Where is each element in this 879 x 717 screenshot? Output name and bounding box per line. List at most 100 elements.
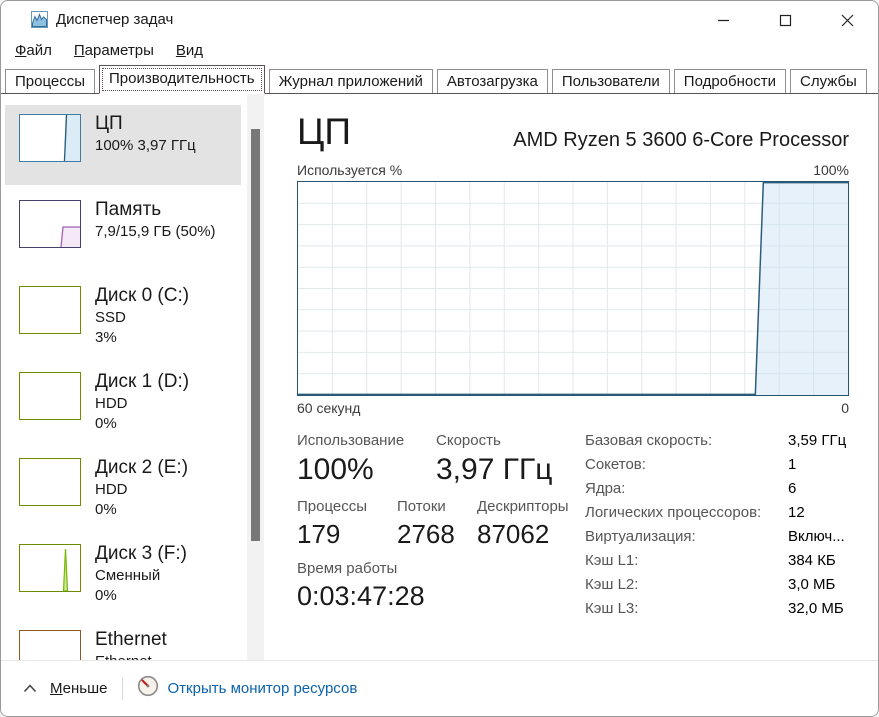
title-bar: Диспетчер задач (1, 1, 878, 39)
graph-y-max-label: 100% (813, 162, 849, 178)
graph-x-right-label: 0 (841, 400, 849, 416)
processes-label: Процессы (297, 498, 368, 515)
sidebar-scrollbar-thumb[interactable] (251, 129, 260, 541)
detail-label: Сокетов: (585, 456, 646, 473)
tab-startup[interactable]: Автозагрузка (436, 69, 548, 94)
sidebar-item-title: Диск 1 (D:) (95, 371, 190, 392)
tab-users[interactable]: Пользователи (551, 69, 670, 94)
detail-row: Сокетов: 1 (585, 456, 853, 474)
sidebar-item-info: SSD (95, 309, 126, 326)
tab-services[interactable]: Службы (789, 69, 867, 94)
detail-value: 12 (788, 504, 805, 521)
sidebar-item-info2: 0% (95, 501, 117, 518)
disk-mini-graph-icon (19, 372, 81, 420)
sidebar-item-disk3[interactable]: Диск 3 (F:) Сменный 0% (5, 535, 241, 615)
menu-view-rest: ид (185, 42, 204, 59)
sidebar-item-info2: 3% (95, 329, 117, 346)
uptime-value: 0:03:47:28 (297, 581, 425, 611)
cpu-mini-graph-icon (19, 114, 81, 162)
detail-value: 3,59 ГГц (788, 432, 847, 449)
fewer-details-button[interactable]: Меньше (50, 680, 108, 697)
sidebar-item-info: HDD (95, 395, 128, 412)
window-controls (692, 1, 878, 39)
maximize-button[interactable] (754, 1, 816, 39)
panel-title: ЦП (297, 111, 351, 152)
cpu-stats: Использование 100% Скорость 3,97 ГГц Про… (297, 431, 585, 624)
tab-app-history[interactable]: Журнал приложений (268, 69, 433, 94)
detail-row: Кэш L2: 3,0 МБ (585, 576, 853, 594)
detail-value: 32,0 МБ (788, 600, 844, 617)
sidebar-item-info2: 0% (95, 587, 117, 604)
menu-file-accel: Ф (15, 42, 27, 59)
detail-value: 6 (788, 480, 797, 497)
menu-view[interactable]: Вид (165, 39, 214, 65)
detail-value: 1 (788, 456, 797, 473)
detail-label: Виртуализация: (585, 528, 696, 545)
sidebar-scrollbar[interactable] (247, 94, 264, 661)
detail-value: 384 КБ (788, 552, 836, 569)
sidebar-item-disk2[interactable]: Диск 2 (E:) HDD 0% (5, 449, 241, 529)
detail-row: Кэш L1: 384 КБ (585, 552, 853, 570)
tab-performance[interactable]: Производительность (99, 65, 265, 94)
threads-value: 2768 (397, 519, 455, 549)
cpu-details: Базовая скорость: 3,59 ГГц Сокетов: 1 Ядра… (585, 431, 853, 624)
threads-label: Потоки (397, 498, 446, 515)
menu-options-rest: араметры (84, 42, 154, 59)
window-title: Диспетчер задач (56, 11, 174, 28)
close-button[interactable] (816, 1, 878, 39)
sidebar-item-info2: 0% (95, 415, 117, 432)
tab-bar: Процессы Производительность Журнал прило… (1, 65, 878, 94)
detail-row: Базовая скорость: 3,59 ГГц (585, 432, 853, 450)
detail-row: Логических процессоров: 12 (585, 504, 853, 522)
task-manager-icon (31, 11, 48, 28)
menu-options[interactable]: Параметры (63, 39, 165, 65)
detail-label: Кэш L2: (585, 576, 639, 593)
footer-bar: Меньше Открыть монитор ресурсов (1, 660, 878, 716)
detail-row: Ядра: 6 (585, 480, 853, 498)
sidebar-item-memory[interactable]: Память 7,9/15,9 ГБ (50%) (5, 191, 241, 271)
chevron-up-icon (23, 680, 37, 698)
sidebar-item-title: ЦП (95, 113, 123, 134)
detail-value: Включ... (788, 528, 845, 545)
sidebar-item-title: Память (95, 199, 162, 220)
tab-processes[interactable]: Процессы (5, 69, 96, 94)
sidebar-item-disk0[interactable]: Диск 0 (C:) SSD 3% (5, 277, 241, 357)
detail-value: 3,0 МБ (788, 576, 836, 593)
uptime-label: Время работы (297, 560, 398, 577)
ethernet-mini-graph-icon (19, 630, 81, 661)
usage-value: 100% (297, 453, 374, 486)
detail-row: Виртуализация: Включ... (585, 528, 853, 546)
footer-separator (121, 677, 123, 700)
detail-label: Кэш L3: (585, 600, 639, 617)
minimize-button[interactable] (692, 1, 754, 39)
disk-mini-graph-icon (19, 458, 81, 506)
sidebar-item-title: Диск 3 (F:) (95, 543, 187, 564)
disk-mini-graph-icon (19, 286, 81, 334)
menu-options-accel: П (73, 42, 85, 59)
sidebar-item-info: Ethernet (95, 652, 237, 661)
sidebar-item-cpu[interactable]: ЦП 100% 3,97 ГГц (5, 105, 241, 185)
detail-label: Кэш L1: (585, 552, 639, 569)
detail-row: Кэш L3: 32,0 МБ (585, 600, 853, 618)
performance-sidebar: ЦП 100% 3,97 ГГц Память 7,9/15,9 ГБ (50%… (1, 94, 245, 661)
sidebar-item-title: Диск 2 (E:) (95, 457, 189, 478)
memory-mini-graph-icon (19, 200, 81, 248)
sidebar-item-disk1[interactable]: Диск 1 (D:) HDD 0% (5, 363, 241, 443)
less-accel: М (50, 680, 63, 697)
cpu-panel: ЦП AMD Ryzen 5 3600 6-Core Processor Исп… (277, 94, 878, 661)
speed-label: Скорость (436, 432, 501, 449)
cpu-usage-graph[interactable] (297, 181, 849, 396)
speed-value: 3,97 ГГц (436, 453, 553, 486)
menu-file[interactable]: Файл (4, 39, 63, 65)
sidebar-item-info: 7,9/15,9 ГБ (50%) (95, 223, 216, 240)
sidebar-item-info: 100% 3,97 ГГц (95, 137, 196, 154)
detail-label: Ядра: (585, 480, 626, 497)
menu-file-rest: айл (26, 42, 52, 59)
processes-value: 179 (297, 519, 341, 549)
less-rest: еньше (62, 680, 108, 697)
graph-y-label: Используется % (297, 162, 403, 178)
open-resource-monitor-link[interactable]: Открыть монитор ресурсов (167, 680, 358, 697)
tab-details[interactable]: Подробности (673, 69, 786, 94)
sidebar-item-ethernet[interactable]: Ethernet Ethernet (5, 621, 241, 661)
